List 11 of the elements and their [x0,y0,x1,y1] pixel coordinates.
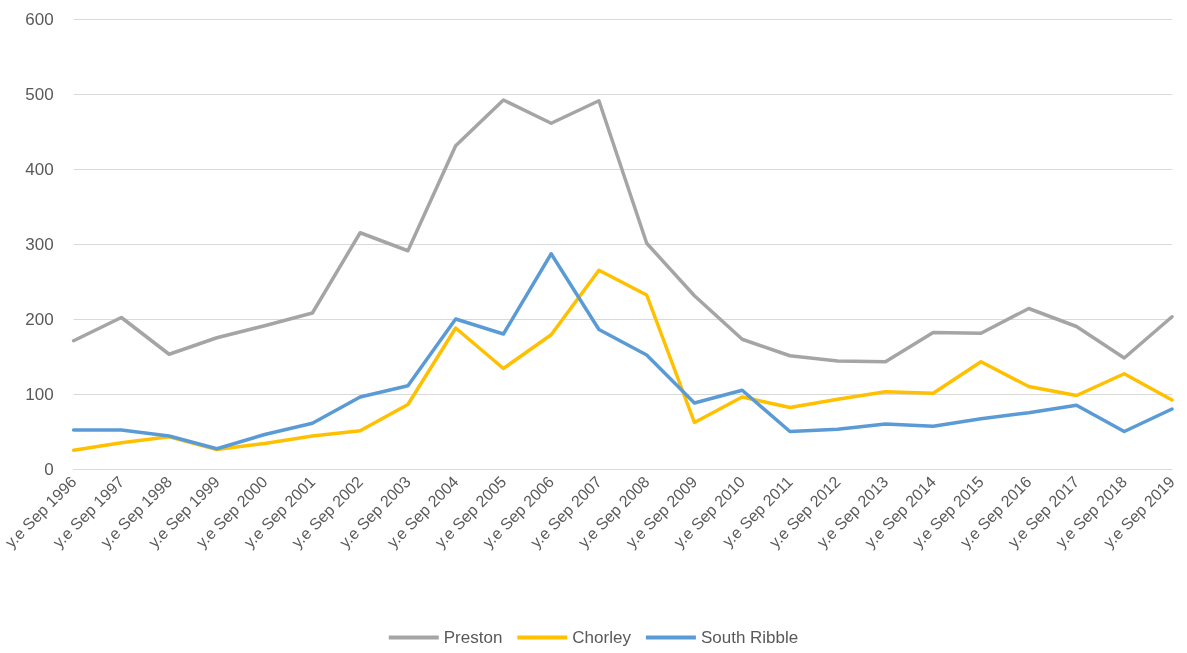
legend-label: Preston [443,628,503,647]
y-tick-label: 300 [25,234,54,254]
y-tick-label: 500 [25,84,54,104]
line-series [71,98,1174,364]
y-tick-label: 400 [25,159,54,179]
y-tick-label: 200 [25,309,54,329]
y-tick-label: 100 [25,384,54,404]
legend-label: South Ribble [700,628,799,647]
y-tick-label: 600 [25,9,54,29]
legend-label: Chorley [572,628,632,647]
y-tick-label: 0 [44,459,54,479]
